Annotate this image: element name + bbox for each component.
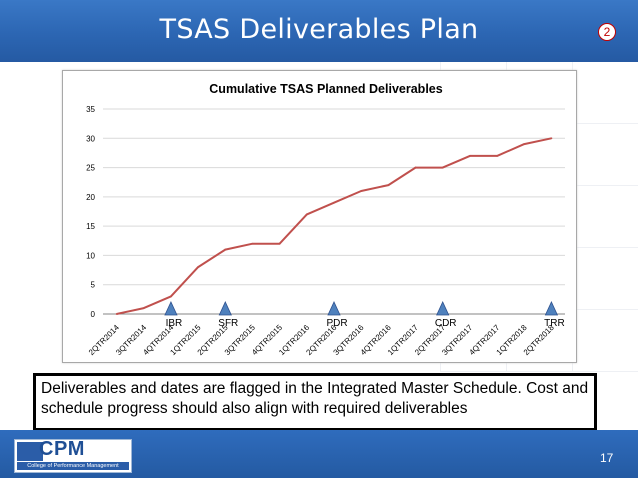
data-point (251, 242, 254, 245)
data-point (441, 166, 444, 169)
y-tick-label: 30 (86, 134, 95, 143)
milestone-label: TRR (544, 318, 565, 329)
y-tick-label: 25 (86, 164, 95, 173)
data-point (197, 266, 200, 269)
data-point (142, 307, 145, 310)
milestone-marker-icon (164, 301, 178, 316)
chart-title: Cumulative TSAS Planned Deliverables (209, 82, 442, 96)
milestone-label: SFR (218, 318, 238, 329)
data-point (115, 313, 118, 315)
y-tick-label: 15 (86, 222, 95, 231)
logo-mark-icon (17, 442, 43, 461)
milestone-marker-icon (436, 301, 450, 316)
data-point (224, 248, 227, 251)
x-axis-ticks: 2QTR20143QTR20144QTR20141QTR20152QTR2015… (87, 323, 556, 357)
data-point (550, 137, 553, 140)
chart-gridlines (103, 108, 565, 315)
y-tick-label: 5 (91, 281, 96, 290)
data-point (278, 242, 281, 245)
data-point (305, 213, 308, 216)
logo-subtitle: College of Performance Management (17, 462, 129, 470)
y-tick-label: 20 (86, 193, 95, 202)
logo-text: CPM (39, 438, 85, 460)
data-point (496, 154, 498, 157)
chart-frame: Cumulative TSAS Planned Deliverables 0 5 1… (62, 70, 577, 363)
slide-number-badge: 2 (598, 23, 616, 41)
data-point (360, 190, 363, 192)
y-tick-label: 0 (91, 310, 96, 319)
chart-svg: Cumulative TSAS Planned Deliverables 0 5 1… (86, 82, 565, 357)
slide-footer: CPM College of Performance Management 17 (0, 430, 638, 478)
y-axis-ticks: 0 5 10 15 20 25 30 35 (86, 105, 95, 319)
y-tick-label: 35 (86, 105, 95, 114)
callout-box: Deliverables and dates are flagged in th… (33, 373, 597, 431)
series-layer (115, 137, 553, 315)
data-point (414, 166, 417, 169)
data-point (170, 295, 172, 298)
milestone-marker-icon (327, 301, 341, 316)
milestone-marker-icon (544, 301, 559, 316)
milestone-label: PDR (326, 318, 347, 329)
milestone-marker-icon (218, 301, 232, 316)
slide-header: TSAS Deliverables Plan 2 (0, 0, 638, 62)
data-point (468, 154, 471, 157)
y-tick-label: 10 (86, 251, 95, 260)
milestone-label: CDR (435, 318, 457, 329)
data-point (333, 201, 335, 204)
milestones-layer: IBR SFR PDR CDR TRR (164, 301, 565, 329)
page-number: 17 (600, 451, 614, 465)
data-point (387, 184, 390, 187)
slide-title: TSAS Deliverables Plan (159, 14, 479, 45)
data-point (523, 143, 526, 146)
cpm-logo: CPM College of Performance Management (14, 438, 132, 473)
milestone-label: IBR (166, 318, 183, 329)
